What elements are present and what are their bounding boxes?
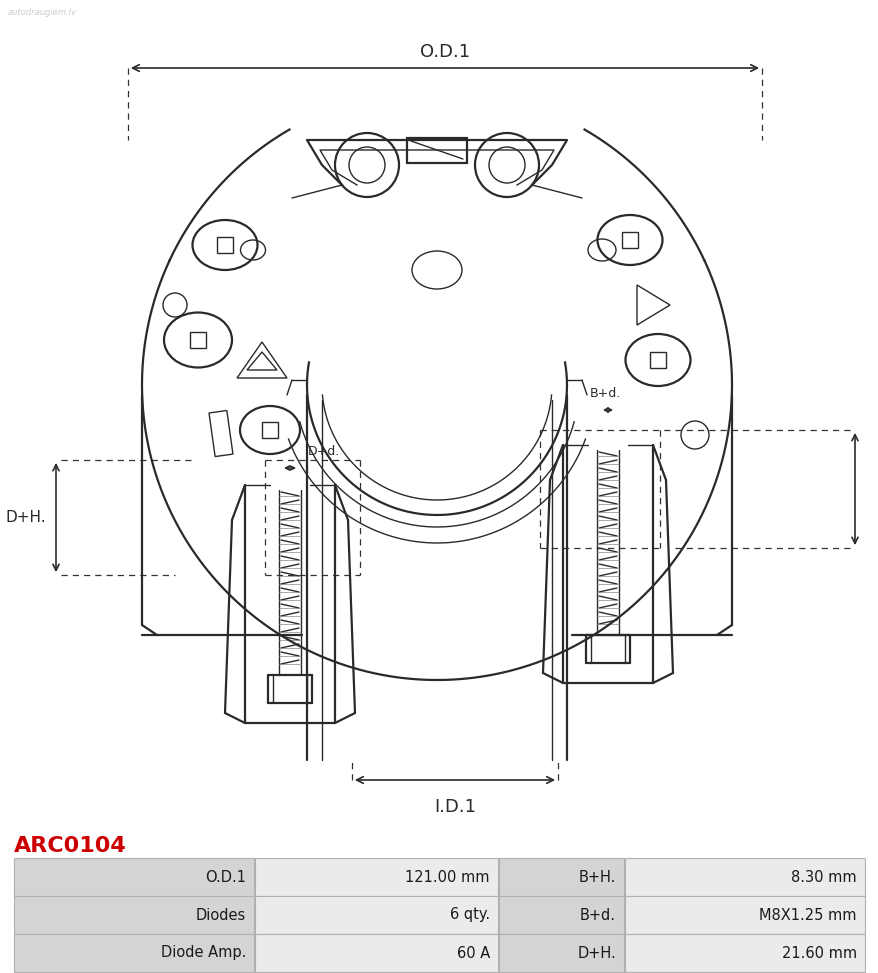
Text: Diode Amp.: Diode Amp. — [161, 946, 246, 960]
Bar — [499, 972, 623, 973]
Bar — [14, 858, 254, 896]
Bar — [499, 896, 623, 934]
Bar — [499, 934, 623, 972]
Bar — [190, 332, 205, 348]
Text: D+d.: D+d. — [307, 445, 340, 458]
Text: 60 A: 60 A — [457, 946, 489, 960]
Bar — [14, 934, 254, 972]
Bar — [624, 858, 864, 896]
Text: B+d.: B+d. — [579, 908, 615, 922]
Text: I.D.1: I.D.1 — [434, 798, 476, 816]
Text: O.D.1: O.D.1 — [420, 43, 470, 61]
Text: autodraugiem.lv: autodraugiem.lv — [8, 8, 77, 17]
Bar — [499, 858, 623, 896]
Text: M8X1.25 mm: M8X1.25 mm — [759, 908, 856, 922]
Text: 8.30 mm: 8.30 mm — [790, 870, 856, 884]
Text: 6 qty.: 6 qty. — [450, 908, 489, 922]
Bar — [624, 972, 864, 973]
Bar — [14, 972, 254, 973]
Text: B+H.: B+H. — [578, 870, 615, 884]
Bar — [262, 422, 277, 438]
Bar — [209, 411, 233, 456]
Bar — [255, 896, 498, 934]
Text: Diodes: Diodes — [196, 908, 246, 922]
Bar — [217, 237, 233, 253]
Bar — [255, 934, 498, 972]
Text: O.D.1: O.D.1 — [205, 870, 246, 884]
Bar — [255, 972, 498, 973]
Bar — [624, 934, 864, 972]
Text: D+H.: D+H. — [5, 510, 47, 525]
Bar — [649, 352, 666, 368]
Text: 121.00 mm: 121.00 mm — [405, 870, 489, 884]
Text: D+H.: D+H. — [577, 946, 615, 960]
Bar — [14, 896, 254, 934]
Text: ARC0104: ARC0104 — [14, 836, 126, 856]
Text: B+H.: B+H. — [876, 482, 878, 496]
Bar — [255, 858, 498, 896]
Bar — [407, 138, 466, 163]
Bar — [622, 232, 637, 248]
Text: B+d.: B+d. — [589, 387, 621, 400]
Bar — [624, 896, 864, 934]
Text: 21.60 mm: 21.60 mm — [781, 946, 856, 960]
